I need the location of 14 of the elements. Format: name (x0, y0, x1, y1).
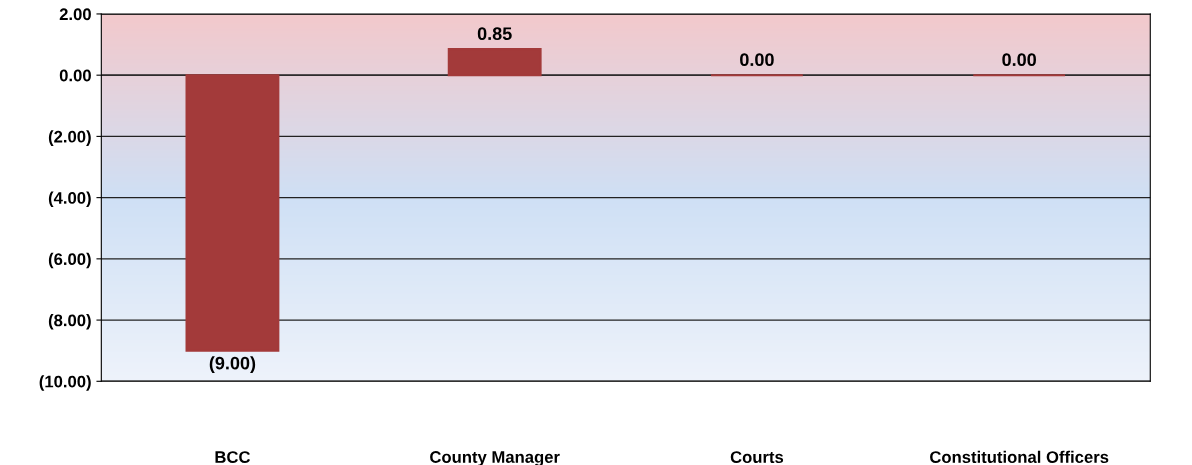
x-tick-label: Constitutional Officers (930, 450, 1109, 463)
data-label: 0.85 (477, 27, 512, 41)
data-label: 0.00 (740, 53, 774, 67)
data-label: (9.00) (209, 356, 256, 374)
y-tick-label: (10.00) (39, 375, 91, 391)
y-tick-label: (2.00) (48, 130, 91, 146)
x-tick-label: Courts (730, 451, 784, 463)
y-tick-label: (4.00) (48, 191, 91, 208)
y-tick-label: (6.00) (48, 252, 91, 269)
y-tick-label: 0.00 (59, 69, 91, 82)
data-label: 0.00 (1002, 53, 1036, 67)
y-tick-label: 2.00 (59, 8, 91, 21)
y-tick-label: (8.00) (48, 314, 91, 330)
x-tick-label: BCC (215, 451, 251, 463)
